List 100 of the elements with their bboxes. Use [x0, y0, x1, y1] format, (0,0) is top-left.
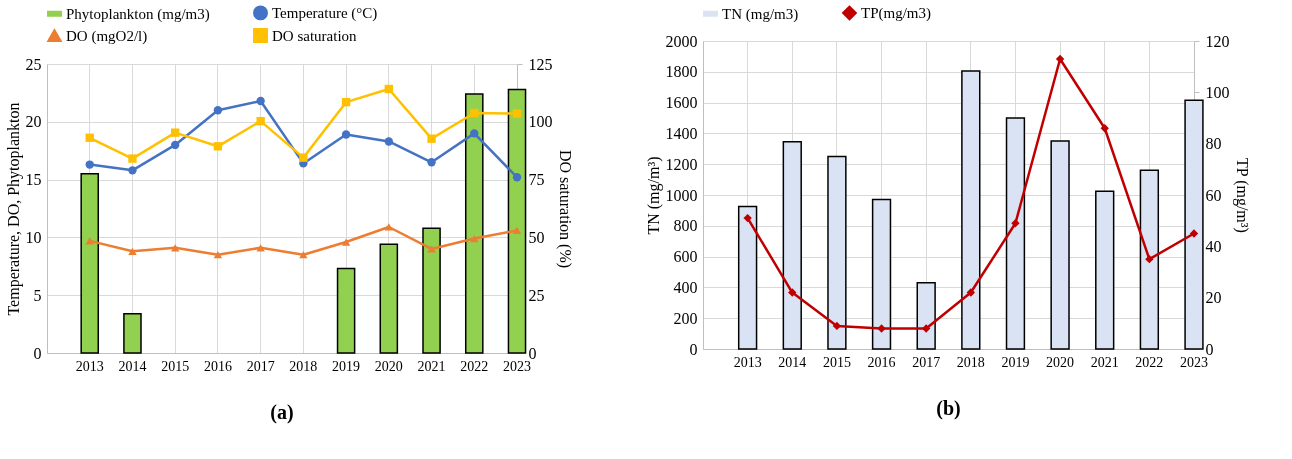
bar — [379, 243, 399, 354]
x-tick-label: 2020 — [1046, 354, 1075, 370]
point — [1055, 54, 1065, 64]
x-tick-label: 2013 — [75, 358, 104, 374]
point — [256, 244, 265, 252]
bar — [464, 93, 484, 354]
y-tick-label: 25 — [25, 55, 42, 73]
y-axis-title: Temperature, DO, Phytoplankton — [4, 102, 23, 316]
point — [384, 137, 393, 146]
bar — [961, 70, 981, 350]
x-tick-label: 2023 — [503, 358, 531, 374]
y2-tick-label: 60 — [1205, 186, 1222, 204]
point — [1145, 254, 1154, 264]
x-tick-label: 2014 — [118, 358, 147, 374]
point — [171, 128, 180, 137]
legend-label: Temperature (°C) — [272, 4, 378, 22]
point — [788, 288, 797, 297]
y2-tick-label: 0 — [528, 344, 537, 362]
y2-tick-label: 100 — [528, 113, 553, 131]
y-tick-label: 1000 — [665, 186, 698, 204]
y-tick-label: 15 — [25, 171, 42, 189]
point — [213, 251, 223, 259]
point — [427, 245, 436, 253]
x-tick-label: 2017 — [912, 354, 941, 370]
point — [341, 130, 351, 139]
x-tick-label: 2022 — [460, 358, 489, 374]
point — [1100, 124, 1109, 133]
point — [85, 133, 94, 142]
y-tick-label: 0 — [689, 340, 698, 358]
point — [299, 251, 308, 259]
y-tick-label: 2000 — [665, 32, 698, 50]
point — [1189, 229, 1199, 238]
point — [213, 142, 223, 151]
bar — [782, 141, 802, 350]
y2-tick-label: 80 — [1205, 135, 1222, 153]
point — [256, 116, 265, 126]
point — [427, 134, 436, 143]
point — [512, 226, 522, 235]
y2-tick-label: 75 — [528, 171, 545, 189]
point — [85, 160, 94, 169]
y-tick-label: 200 — [673, 309, 698, 327]
y2-tick-label: 125 — [528, 55, 553, 73]
y-tick-label: 10 — [25, 228, 42, 246]
point — [384, 84, 393, 94]
y-tick-label: 1600 — [665, 94, 698, 112]
x-tick-label: 2015 — [161, 358, 190, 374]
point — [1011, 219, 1020, 228]
y2-tick-label: 100 — [1205, 83, 1230, 101]
y2-tick-label: 0 — [1205, 340, 1214, 358]
bar — [871, 198, 892, 350]
y-tick-label: 5 — [33, 286, 42, 304]
bar — [80, 173, 100, 354]
point — [341, 238, 351, 246]
x-tick-label: 2021 — [1090, 354, 1119, 370]
y-tick-label: 1400 — [665, 124, 698, 142]
x-tick-label: 2022 — [1135, 354, 1164, 370]
y2-tick-label: 25 — [528, 286, 545, 304]
x-tick-label: 2018 — [956, 354, 985, 370]
y2-axis-title: DO saturation (%) — [555, 149, 574, 269]
bar — [827, 155, 847, 350]
point — [427, 158, 436, 167]
x-tick-label: 2016 — [867, 354, 896, 370]
x-tick-label: 2021 — [417, 358, 446, 374]
y2-tick-label: 40 — [1205, 237, 1222, 255]
y-tick-label: 1200 — [665, 155, 698, 173]
point — [470, 129, 479, 138]
point — [512, 173, 522, 182]
y-tick-label: 800 — [673, 217, 698, 235]
y2-tick-label: 20 — [1205, 289, 1222, 307]
y2-tick-label: 50 — [528, 228, 545, 246]
bar — [737, 205, 758, 350]
x-tick-label: 2018 — [289, 358, 318, 374]
x-tick-label: 2017 — [246, 358, 275, 374]
x-tick-label: 2019 — [332, 358, 361, 374]
x-tick-label: 2023 — [1180, 354, 1208, 370]
bar — [1184, 99, 1204, 350]
legend-label: TN (mg/m3) — [722, 5, 799, 23]
bar — [123, 312, 142, 354]
point — [171, 244, 180, 252]
bar — [336, 267, 356, 354]
point — [171, 140, 180, 150]
legend-label: Phytoplankton (mg/m3) — [66, 5, 210, 23]
point — [128, 166, 137, 175]
x-tick-label: 2014 — [778, 354, 807, 370]
bar — [1050, 140, 1070, 350]
point — [470, 108, 479, 118]
point — [877, 324, 886, 333]
point — [384, 223, 393, 231]
legend-label: DO saturation — [272, 27, 358, 44]
y2-axis-title: TP (mg/m³) — [1232, 158, 1251, 233]
y-axis-title: TN (mg/m³) — [644, 156, 663, 235]
bar — [1005, 117, 1026, 350]
y-tick-label: 600 — [673, 248, 698, 266]
x-tick-label: 2020 — [374, 358, 403, 374]
x-tick-label: 2019 — [1001, 354, 1030, 370]
bar — [507, 88, 527, 354]
bar — [916, 282, 936, 350]
point — [512, 109, 522, 118]
x-tick-label: 2013 — [733, 354, 762, 370]
point — [470, 234, 479, 243]
